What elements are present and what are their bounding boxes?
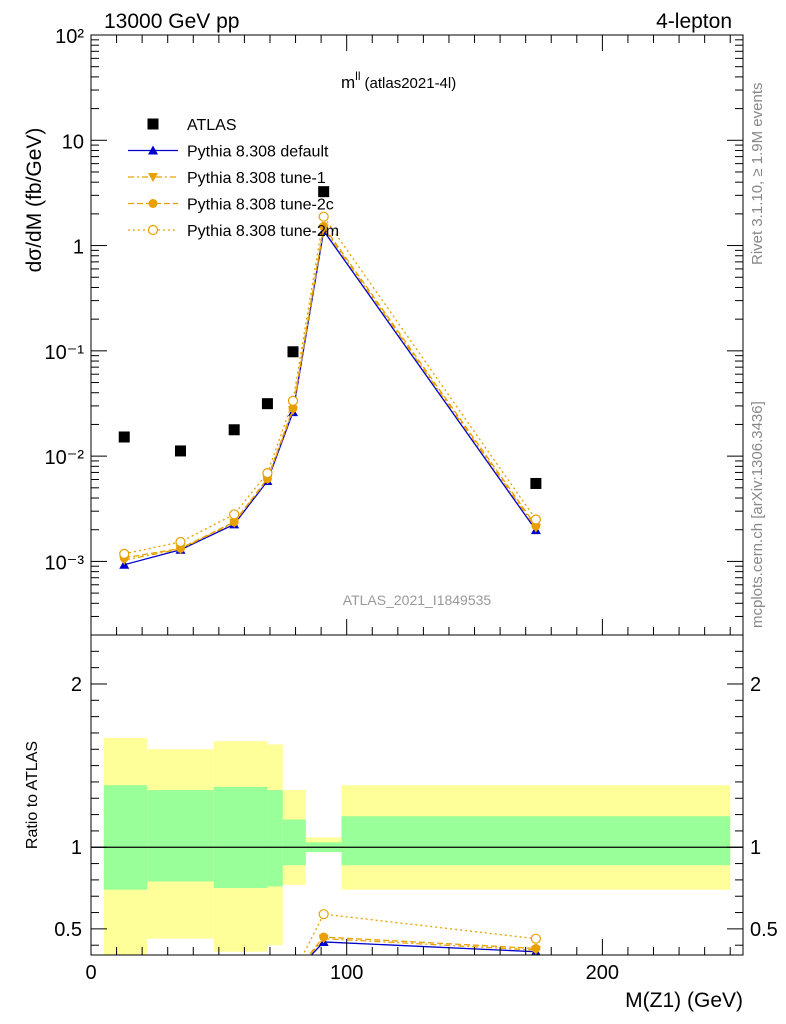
y-tick-label: 1 xyxy=(73,237,84,259)
data-point xyxy=(174,445,186,457)
y-tick-label: 10⁻³ xyxy=(45,552,85,574)
data-point xyxy=(261,398,273,410)
ratio-point xyxy=(530,933,541,944)
data-point xyxy=(262,467,273,479)
x-axis-label: M(Z1) (GeV) xyxy=(625,989,743,1012)
ratio-series-pythia-8-308-tune-2m xyxy=(302,909,541,955)
ratio-frame xyxy=(90,634,744,956)
header-right: 4-lepton xyxy=(656,10,732,33)
ratio-series-pythia-8-308-tune-2c xyxy=(308,932,541,955)
ratio-point xyxy=(319,932,329,942)
main-ylabel: dσ/dM (fb/GeV) xyxy=(23,128,46,273)
chart-title-sup: ll xyxy=(355,69,360,83)
legend: ATLAS Pythia 8.308 default Pythia 8.308 tu… xyxy=(128,117,339,240)
data-point xyxy=(228,424,240,436)
legend-label: Pythia 8.308 tune-2m xyxy=(187,223,339,240)
ratio-y-tick-label: 2 xyxy=(71,674,82,696)
legend-item: Pythia 8.308 default xyxy=(128,144,329,161)
legend-label: Pythia 8.308 default xyxy=(187,144,329,161)
data-point xyxy=(118,431,130,443)
ratio-y-tick-label-right: 2 xyxy=(750,674,761,696)
ratio-point xyxy=(318,909,329,920)
y-tick-label: 10 xyxy=(62,131,84,153)
data-point xyxy=(229,517,239,527)
data-point xyxy=(287,395,299,406)
legend-marker xyxy=(148,173,158,182)
chart-title: mll (atlas2021-4l) xyxy=(341,69,456,92)
series-pythia-8-308-default xyxy=(119,225,541,569)
data-point xyxy=(318,186,330,198)
x-tick-label: 200 xyxy=(586,962,619,984)
ratio-y-tick-label-right: 1 xyxy=(750,837,761,859)
stat-uncertainty-band xyxy=(282,819,306,866)
stat-uncertainty-band xyxy=(103,785,148,890)
legend-marker xyxy=(147,118,159,130)
watermark: ATLAS_2021_I1849535 xyxy=(343,592,492,608)
x-tick-label: 0 xyxy=(85,962,96,984)
stat-uncertainty-band xyxy=(213,786,268,889)
y-tick-label: 10² xyxy=(55,26,84,48)
legend-item: Pythia 8.308 tune-2c xyxy=(128,197,334,214)
series-line xyxy=(124,226,537,561)
y-tick-label: 10⁻² xyxy=(45,447,85,469)
ratio-y-tick-label: 1 xyxy=(71,837,82,859)
legend-label: ATLAS xyxy=(187,117,237,134)
series-line xyxy=(124,229,537,566)
side-label-bottom: mcplots.cern.ch [arXiv:1306.3436] xyxy=(749,401,766,628)
stat-uncertainty-band xyxy=(341,816,731,866)
series-pythia-8-308-tune-2m xyxy=(119,211,541,559)
legend-item: Pythia 8.308 tune-2m xyxy=(128,223,339,240)
ratio-line xyxy=(302,913,536,955)
data-point xyxy=(530,514,541,525)
ratio-y-tick-label: 0.5 xyxy=(54,919,82,941)
y-tick-label: 10⁻¹ xyxy=(45,342,85,364)
series-line xyxy=(124,215,537,555)
data-point xyxy=(229,509,240,520)
legend-item: ATLAS xyxy=(147,117,237,134)
ratio-point xyxy=(531,943,541,953)
legend-label: Pythia 8.308 tune-2c xyxy=(187,197,334,214)
x-tick-label: 100 xyxy=(330,962,363,984)
data-point xyxy=(175,536,186,548)
legend-marker xyxy=(148,145,158,155)
main-panel: 10⁻³ 10⁻² 10⁻¹ 1 10 10² mll (atlas2021-4l) ATL… xyxy=(23,26,744,636)
chart-title-main: m xyxy=(341,73,355,92)
ratio-ylabel: Ratio to ATLAS xyxy=(24,741,41,849)
stat-uncertainty-band xyxy=(147,790,214,882)
side-label-top: Rivet 3.1.10, ≥ 1.9M events xyxy=(749,83,766,266)
data-point xyxy=(287,346,299,358)
series-pythia-8-308-tune-2c xyxy=(119,221,541,563)
legend-label: Pythia 8.308 tune-1 xyxy=(187,170,326,187)
series-atlas xyxy=(118,186,542,489)
ratio-panel: 0 100 200 0.5 0.5 1 1 2 2 Ratio to ATLAS xyxy=(24,634,778,984)
ratio-y-tick-label-right: 0.5 xyxy=(750,919,778,941)
series-line xyxy=(124,224,537,559)
header-left: 13000 GeV pp xyxy=(104,10,239,33)
legend-marker xyxy=(148,199,158,208)
legend-item: Pythia 8.308 tune-1 xyxy=(128,170,326,187)
data-point xyxy=(530,477,542,489)
ratio-plot-area xyxy=(91,737,743,955)
chart-title-sub: (atlas2021-4l) xyxy=(365,75,457,92)
data-point xyxy=(318,211,329,222)
legend-marker xyxy=(147,224,159,236)
data-point xyxy=(119,548,130,559)
series-pythia-8-308-tune-1 xyxy=(119,224,541,566)
stat-uncertainty-band xyxy=(267,790,283,887)
